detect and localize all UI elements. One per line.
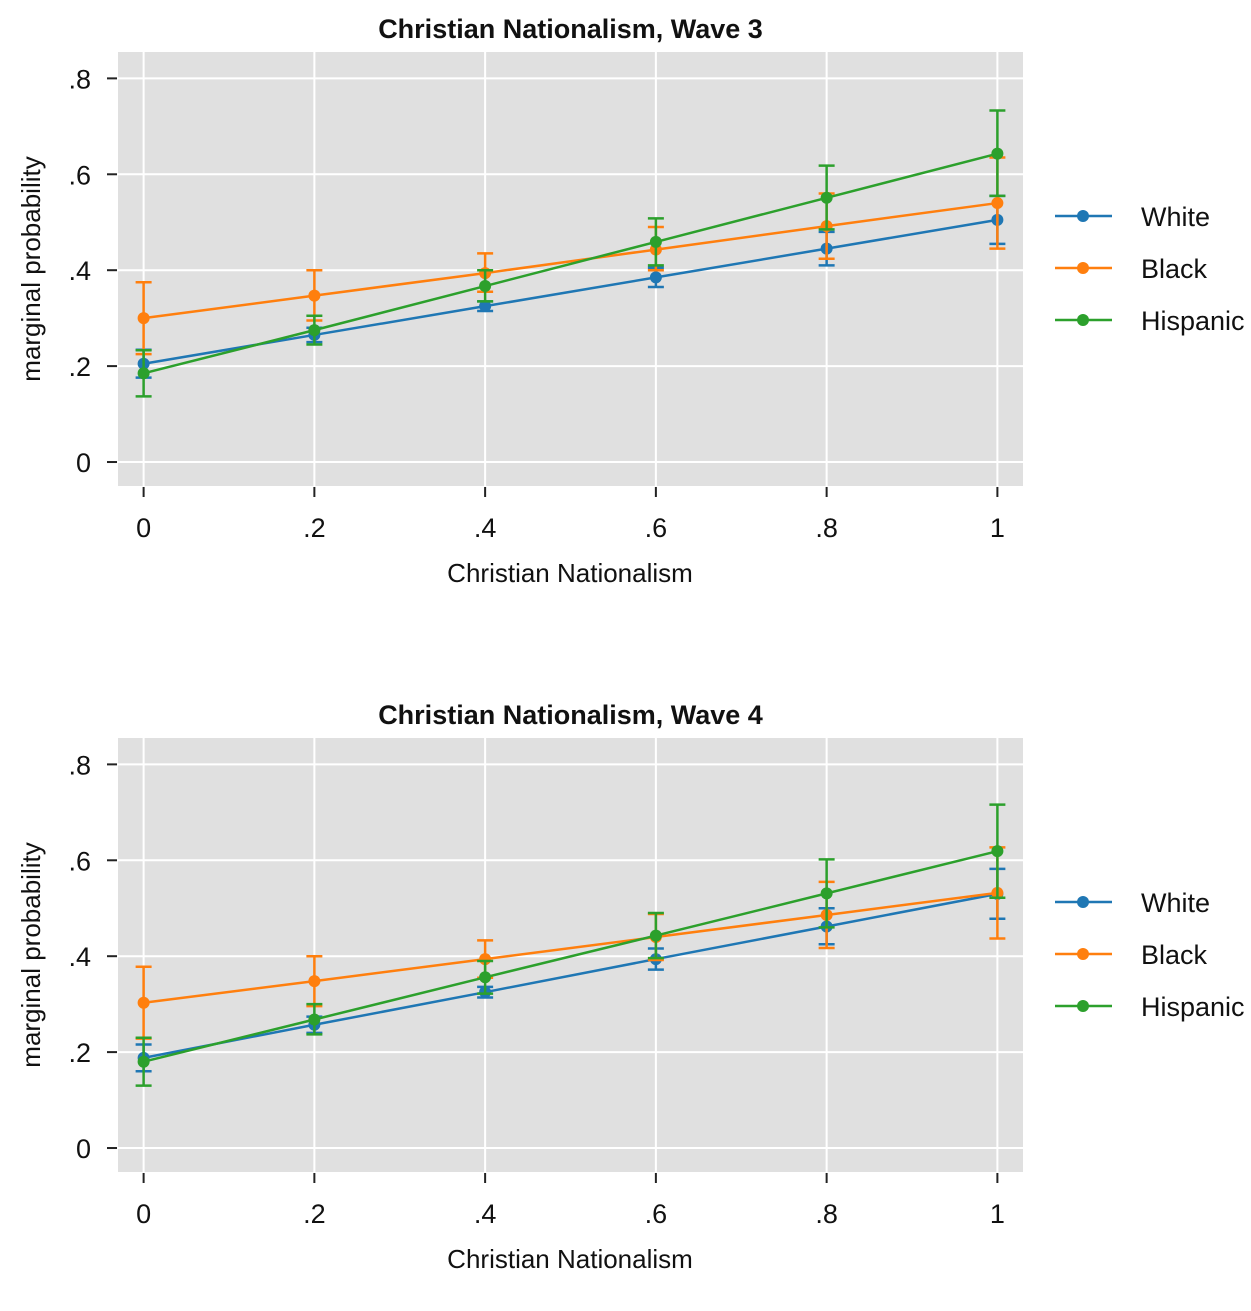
chart-title: Christian Nationalism, Wave 4 (378, 700, 763, 730)
legend-item-white: White (1055, 888, 1210, 918)
data-point (820, 191, 833, 204)
series-line (143, 201, 998, 320)
legend-item-black: Black (1055, 940, 1208, 970)
data-point (649, 235, 662, 248)
chart-wave-4: Christian Nationalism, Wave 4 0 .2 .4 .6 .8 0.… (0, 686, 1251, 1306)
data-point (137, 367, 150, 380)
data-point (137, 1055, 150, 1068)
legend-item-black: Black (1055, 254, 1208, 284)
data-point (479, 300, 492, 313)
x-tick-label: 1 (990, 513, 1005, 543)
y-tick-label: .6 (68, 160, 91, 190)
chart-svg: Christian Nationalism, Wave 4 0 .2 .4 .6 .8 0.… (16, 700, 1245, 1274)
legend-marker (1077, 1000, 1089, 1012)
legend-label: Hispanic (1141, 306, 1245, 336)
y-tick-label: .4 (68, 942, 91, 972)
y-tick-label: .4 (68, 256, 91, 286)
legend-marker (1077, 210, 1089, 222)
y-tick-label: 0 (76, 448, 91, 478)
data-point (308, 289, 321, 302)
data-point (649, 271, 662, 284)
x-axis-label: Christian Nationalism (447, 558, 693, 588)
data-point (649, 929, 662, 942)
x-tick-label: .6 (645, 1199, 668, 1229)
series-line (143, 152, 998, 375)
series-line (143, 891, 998, 1004)
legend-label: Black (1141, 940, 1208, 970)
y-axis-label: marginal probability (16, 156, 46, 381)
data-point (308, 324, 321, 337)
y-tick-label: .2 (68, 1038, 91, 1068)
series-line (143, 218, 998, 365)
data-point (820, 887, 833, 900)
x-tick-label: 0 (136, 1199, 151, 1229)
legend-item-hispanic: Hispanic (1055, 306, 1245, 336)
legend-item-hispanic: Hispanic (1055, 992, 1245, 1022)
data-point (137, 312, 150, 325)
data-point (991, 147, 1004, 160)
x-tick-label: 0 (136, 513, 151, 543)
x-tick-label: .8 (815, 513, 838, 543)
x-tick-label: 1 (990, 1199, 1005, 1229)
y-tick-label: .8 (68, 750, 91, 780)
data-point (479, 280, 492, 293)
y-tick-label: .8 (68, 64, 91, 94)
plot-area (118, 738, 1023, 1172)
series-hispanic (135, 803, 1006, 1087)
data-point (308, 975, 321, 988)
data-point (308, 1013, 321, 1026)
x-tick-label: .2 (303, 1199, 326, 1229)
y-axis-label: marginal probability (16, 842, 46, 1067)
data-point (991, 197, 1004, 210)
x-axis-label: Christian Nationalism (447, 1244, 693, 1274)
series-hispanic (135, 109, 1006, 398)
legend-label: White (1141, 888, 1210, 918)
plot-area (118, 52, 1023, 486)
data-point (137, 996, 150, 1009)
legend-label: Hispanic (1141, 992, 1245, 1022)
x-tick-label: .4 (474, 513, 497, 543)
data-point (479, 971, 492, 984)
legend-marker (1077, 948, 1089, 960)
series-line (143, 892, 998, 1060)
x-tick-label: .6 (645, 513, 668, 543)
chart-wave-3: Christian Nationalism, Wave 3 0 .2 .4 .6 .8 0.… (0, 0, 1251, 620)
x-tick-label: .8 (815, 1199, 838, 1229)
chart-svg: Christian Nationalism, Wave 3 0 .2 .4 .6 .8 0.… (16, 14, 1245, 588)
legend-label: Black (1141, 254, 1208, 284)
legend-marker (1077, 262, 1089, 274)
series-line (143, 849, 998, 1063)
legend-item-white: White (1055, 202, 1210, 232)
chart-title: Christian Nationalism, Wave 3 (378, 14, 763, 44)
legend-marker (1077, 896, 1089, 908)
x-tick-label: .2 (303, 513, 326, 543)
legend-marker (1077, 314, 1089, 326)
data-point (991, 845, 1004, 858)
y-tick-label: .2 (68, 352, 91, 382)
legend-label: White (1141, 202, 1210, 232)
y-tick-label: 0 (76, 1134, 91, 1164)
y-tick-label: .6 (68, 846, 91, 876)
x-tick-label: .4 (474, 1199, 497, 1229)
